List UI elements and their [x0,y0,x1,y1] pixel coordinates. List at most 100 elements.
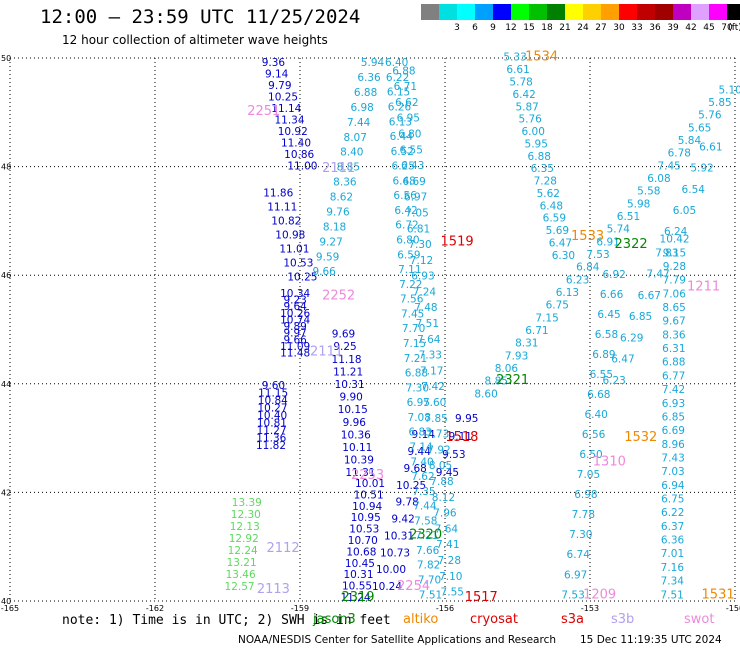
swh-value-label: 7.15 [403,338,426,350]
swh-value-label: 6.83 [408,427,431,439]
pass-id-label: 1534 [525,50,558,65]
swh-value-label: 8.85 [485,376,508,388]
swh-value-label: 6.55 [400,144,423,156]
legend-label: 70 [721,23,733,33]
swh-value-label: 10.70 [348,535,378,547]
swh-value-label: 5.62 [537,188,560,200]
swh-value-label: 10.68 [346,546,376,558]
swh-value-label: 10.31 [343,569,373,581]
swh-value-label: 6.22 [661,507,684,519]
swh-value-label: 10.40 [257,410,287,422]
swh-value-label: 10.51 [354,489,384,501]
swh-value-label: 5.58 [637,186,660,198]
lat-tick-label: 50 [1,54,11,63]
swh-value-label: 6.98 [350,102,373,114]
swh-value-label: 9.23 [283,295,306,307]
swh-value-label: 6.23 [602,375,625,387]
swh-value-label: 7.60 [423,397,446,409]
swh-value-label: 5.74 [607,224,631,236]
swh-value-label: 6.85 [662,411,685,423]
swh-value-label: 9.66 [283,334,307,346]
swh-value-label: 8.65 [662,302,685,314]
pass-id-label: 1517 [465,590,498,605]
swh-value-label: 5.94 [361,57,385,69]
legend-label: 24 [577,23,589,33]
swh-value-label: 6.42 [394,205,417,217]
swh-value-label: 5.92 [690,163,713,175]
legend-swatch [529,4,547,20]
swh-value-label: 7.51 [416,318,439,330]
swh-value-label: 12.57 [225,581,255,593]
swh-value-label: 6.95 [397,113,420,125]
legend-label: 9 [490,23,496,33]
swh-value-label: 7.93 [505,350,528,362]
swh-value-label: 6.50 [579,449,602,461]
swh-value-label: 6.75 [546,300,569,312]
swh-value-label: 6.30 [552,250,575,262]
legend-label: 3 [454,23,460,33]
legend-unit: (ft) [728,23,740,33]
swh-value-label: 11.40 [281,137,311,149]
satellite-name: s3a [561,612,585,627]
legend-swatch [727,4,740,20]
swh-value-label: 9.11 [449,431,472,443]
swh-value-label: 9.60 [262,380,285,392]
swh-value-label: 7.05 [577,469,600,481]
swh-value-label: 10.94 [352,501,382,513]
pass-id-label: 1518 [445,430,478,445]
swh-value-label: 6.54 [682,184,706,196]
pass-id-label: 1531 [702,587,735,602]
credit-timestamp: 15 Dec 11:19:35 UTC 2024 [580,634,722,646]
swh-value-label: 12.13 [230,521,260,533]
swh-value-label: 5.69 [546,225,569,237]
swh-value-label: 7.40 [410,456,433,468]
swh-value-label: 8.36 [662,329,686,341]
swh-value-label: 6.59 [543,213,566,225]
swh-value-label: 5.65 [688,122,711,134]
satellite-name: swot [684,612,715,627]
swh-value-label: 7.53 [586,249,609,261]
swh-value-label: 6.91 [596,236,619,248]
swh-value-label: 8.40 [340,147,363,159]
swh-value-label: 6.55 [590,369,613,381]
pass-id-label: 2112 [267,541,300,556]
swh-value-label: 12.92 [229,533,259,545]
swh-value-label: 9.79 [268,80,291,92]
swh-value-label: 8.31 [515,338,538,350]
swh-value-label: 7.16 [661,562,685,574]
footer-note: note: 1) Time is in UTC; 2) SWH is in fe… [62,613,391,628]
pass-id-label: 1310 [593,454,626,469]
swh-value-label: 10.74 [280,314,310,326]
lat-tick-label: 46 [1,271,11,280]
pass-id-label: 2113 [257,582,290,597]
swh-value-label: 7.78 [572,509,595,521]
swh-value-label: 6.31 [662,343,685,355]
swh-value-label: 7.82 [417,560,440,572]
swh-value-label: 6.84 [576,262,600,274]
swh-value-label: 6.37 [661,521,684,533]
swh-value-label: 6.59 [397,249,420,261]
page-subtitle: 12 hour collection of altimeter wave hei… [62,33,328,47]
swh-value-label: 7.34 [661,576,685,588]
swh-value-label: 7.35 [412,486,435,498]
swh-value-label: 11.27 [257,425,287,437]
legend-swatch [475,4,493,20]
swh-value-label: 7.66 [416,545,440,557]
swh-value-label: 9.90 [339,392,362,404]
swh-value-label: 10.11 [342,442,372,454]
lon-tick-label: -162 [146,604,164,613]
swh-value-label: 6.42 [512,89,535,101]
swh-value-label: 11.14 [271,103,301,115]
swh-value-label: 6.94 [661,480,685,492]
swh-value-label: 6.72 [395,220,418,232]
swh-value-label: 7.53 [561,589,584,601]
swh-value-label: 8.60 [474,388,497,400]
swh-value-label: 6.00 [522,126,545,138]
swh-value-label: 9.59 [316,251,339,263]
legend-swatch [493,4,511,20]
swh-value-label: 9.96 [343,417,367,429]
pass-id-label: 2252 [322,289,355,304]
pass-id-label: 1532 [624,430,657,445]
pass-id-label: 1209 [583,587,616,602]
